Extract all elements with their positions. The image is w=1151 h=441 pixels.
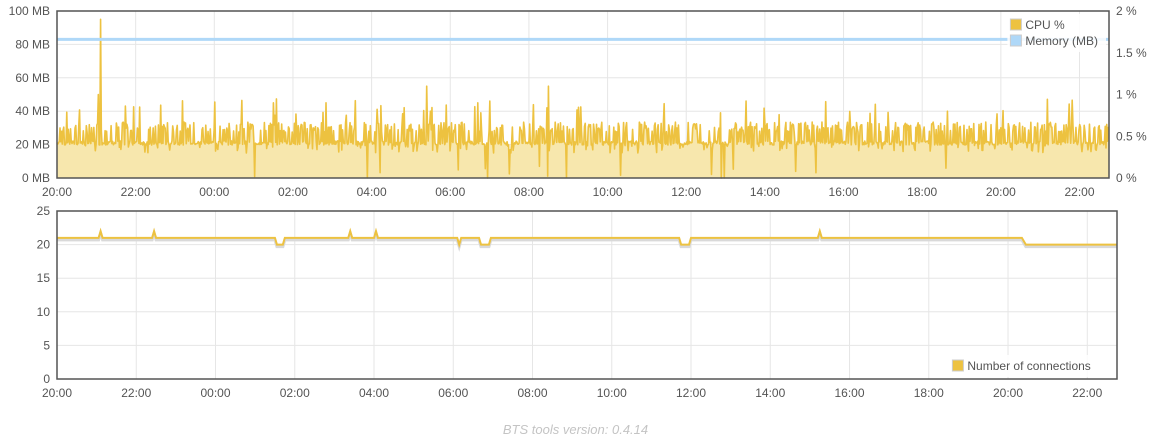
bottom-y-tick-label: 0 xyxy=(43,372,50,386)
bottom-chart-legend: Number of connections xyxy=(949,355,1114,377)
top-x-tick-label: 04:00 xyxy=(357,185,387,199)
legend-background xyxy=(1007,14,1106,52)
bottom-x-tick-label: 06:00 xyxy=(438,386,468,400)
top-x-tick-label: 12:00 xyxy=(671,185,701,199)
top-chart-y-axis-left: 0 MB 20 MB 40 MB 60 MB 80 MB 100 MB xyxy=(9,4,50,185)
bottom-y-tick-label: 25 xyxy=(37,204,51,218)
top-x-tick-label: 06:00 xyxy=(435,185,465,199)
top-y-right-tick-label: 0.5 % xyxy=(1116,129,1147,143)
top-y-tick-label: 20 MB xyxy=(15,138,50,152)
bottom-x-tick-label: 18:00 xyxy=(914,386,944,400)
connections-series xyxy=(57,227,1117,252)
bottom-y-tick-label: 10 xyxy=(37,305,51,319)
top-y-right-tick-label: 2 % xyxy=(1116,4,1137,18)
top-chart-x-axis: 20:00 22:00 00:00 02:00 04:00 06:00 08:00 10:00… xyxy=(42,185,1095,199)
top-y-right-tick-label: 1.5 % xyxy=(1116,46,1147,60)
top-x-tick-label: 02:00 xyxy=(278,185,308,199)
bottom-y-tick-label: 5 xyxy=(43,338,50,352)
legend-swatch xyxy=(1009,18,1022,31)
top-x-tick-label: 08:00 xyxy=(514,185,544,199)
bottom-chart-frame xyxy=(56,210,1118,380)
cpu-memory-chart: 20:00 22:00 00:00 02:00 04:00 06:00 08:00 10:00… xyxy=(9,4,1147,199)
bottom-x-tick-label: 16:00 xyxy=(835,386,865,400)
bottom-chart-grid xyxy=(56,210,1117,380)
bottom-x-tick-label: 20:00 xyxy=(42,386,72,400)
bottom-x-tick-label: 02:00 xyxy=(280,386,310,400)
cpu-series xyxy=(56,18,1110,179)
bottom-chart-x-axis: 20:00 22:00 00:00 02:00 04:00 06:00 08:00 10:00… xyxy=(42,386,1103,400)
bottom-x-tick-label: 08:00 xyxy=(517,386,547,400)
top-x-tick-label: 20:00 xyxy=(986,185,1016,199)
top-y-tick-label: 80 MB xyxy=(15,37,50,51)
top-y-right-tick-label: 1 % xyxy=(1116,88,1137,102)
top-x-tick-label: 16:00 xyxy=(829,185,859,199)
cpu-area xyxy=(57,19,1109,178)
legend-swatch xyxy=(1009,34,1022,47)
bottom-chart-y-axis: 0 5 10 15 20 25 xyxy=(37,204,51,386)
bottom-x-tick-label: 10:00 xyxy=(597,386,627,400)
top-y-tick-label: 100 MB xyxy=(9,4,50,18)
connections-chart: 20:00 22:00 00:00 02:00 04:00 06:00 08:00 10:00… xyxy=(37,204,1118,400)
top-x-tick-label: 14:00 xyxy=(750,185,780,199)
bottom-x-tick-label: 20:00 xyxy=(993,386,1023,400)
bottom-x-tick-label: 22:00 xyxy=(121,386,151,400)
connections-line xyxy=(57,227,1117,249)
top-chart-legend: CPU % Memory (MB) xyxy=(1007,14,1106,52)
top-y-tick-label: 40 MB xyxy=(15,104,50,118)
bottom-x-tick-label: 12:00 xyxy=(676,386,706,400)
bottom-y-tick-label: 15 xyxy=(37,271,51,285)
top-x-tick-label: 20:00 xyxy=(42,185,72,199)
top-x-tick-label: 10:00 xyxy=(593,185,623,199)
legend-background xyxy=(949,355,1114,377)
top-y-right-tick-label: 0 % xyxy=(1116,171,1137,185)
bottom-x-tick-label: 00:00 xyxy=(200,386,230,400)
legend-swatch xyxy=(951,359,964,372)
top-y-tick-label: 0 MB xyxy=(22,171,50,185)
cpu-line xyxy=(56,18,1110,179)
legend-label: CPU % xyxy=(1025,18,1065,32)
top-x-tick-label: 22:00 xyxy=(1064,185,1094,199)
bottom-x-tick-label: 22:00 xyxy=(1072,386,1102,400)
top-chart-frame xyxy=(56,10,1110,179)
version-footer: BTS tools version: 0.4.14 xyxy=(502,422,649,437)
bottom-x-tick-label: 04:00 xyxy=(359,386,389,400)
top-x-tick-label: 18:00 xyxy=(907,185,937,199)
top-x-tick-label: 00:00 xyxy=(199,185,229,199)
bottom-x-tick-label: 14:00 xyxy=(755,386,785,400)
legend-label: Number of connections xyxy=(967,359,1090,373)
bottom-y-tick-label: 20 xyxy=(37,238,51,252)
top-chart-y-axis-right: 0 % 0.5 % 1 % 1.5 % 2 % xyxy=(1116,4,1147,185)
top-y-tick-label: 60 MB xyxy=(15,71,50,85)
legend-label: Memory (MB) xyxy=(1025,34,1098,48)
top-x-tick-label: 22:00 xyxy=(121,185,151,199)
